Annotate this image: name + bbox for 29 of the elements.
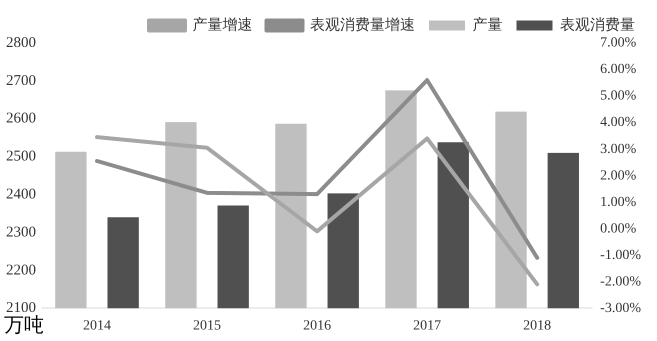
legend-label: 表观消费量增速 xyxy=(310,16,415,34)
y2-tick-label: -2.00% xyxy=(600,274,642,290)
x-tick-label: 2016 xyxy=(303,318,332,334)
y2-tick-label: -3.00% xyxy=(600,300,642,316)
y-axis-title: 万吨 xyxy=(4,314,44,336)
y2-tick-label: 7.00% xyxy=(600,36,637,51)
y-tick-label: 2200 xyxy=(6,262,36,278)
y2-tick-label: 2.00% xyxy=(600,168,637,184)
y-tick-label: 2400 xyxy=(6,186,36,202)
y2-tick-label: -1.00% xyxy=(600,248,642,263)
y-tick-label: 2700 xyxy=(6,72,36,89)
x-tick-label: 2017 xyxy=(413,318,442,334)
legend-label: 产量 xyxy=(472,16,502,34)
legend-label: 表观消费量 xyxy=(560,16,635,34)
x-tick-label: 2014 xyxy=(83,318,112,334)
x-tick-label: 2018 xyxy=(523,318,552,334)
legend-label: 产量增速 xyxy=(192,16,252,34)
y-tick-label: 2800 xyxy=(6,34,36,51)
y-tick-label: 2600 xyxy=(6,110,36,127)
x-tick-label: 2015 xyxy=(193,318,222,334)
y-tick-label: 2300 xyxy=(6,224,36,240)
y2-tick-label: 6.00% xyxy=(600,62,637,78)
y2-tick-label: 5.00% xyxy=(600,88,637,104)
y-tick-label: 2100 xyxy=(6,300,36,316)
y2-tick-label: 0.00% xyxy=(600,221,637,236)
y2-tick-label: 4.00% xyxy=(600,115,637,130)
y2-tick-label: 1.00% xyxy=(600,194,637,210)
y-tick-label: 2500 xyxy=(6,148,36,165)
y2-tick-label: 3.00% xyxy=(600,142,637,157)
